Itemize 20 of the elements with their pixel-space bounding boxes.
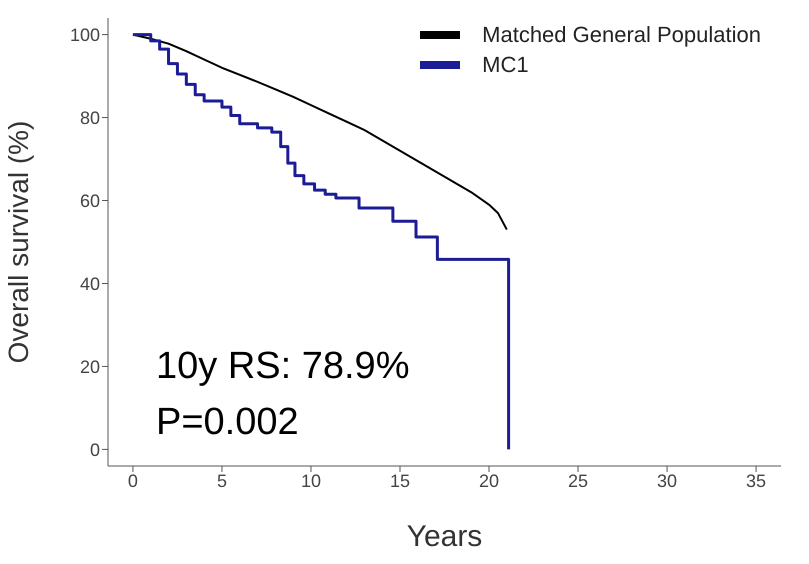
x-axis-title: Years [406,520,482,553]
y-tick-label: 100 [70,24,100,45]
y-axis-title: Overall survival (%) [2,120,34,364]
x-tick-label: 5 [216,470,227,491]
y-tick-label: 0 [90,440,100,460]
annotation: 10y RS: 78.9% [156,344,410,389]
y-tick-label: 20 [80,356,100,377]
x-tick-label: 0 [128,470,138,491]
y-tick-label: 40 [80,274,100,294]
x-tick-label: 30 [657,470,678,491]
annotation: P=0.002 [156,400,300,445]
x-tick-label: 15 [390,470,410,491]
x-tick-label: 10 [300,470,321,491]
x-tick-label: 35 [746,470,766,491]
y-tick-label: 60 [80,190,100,211]
x-tick-label: 20 [478,470,500,491]
legend-label: Matched General Population [482,22,761,48]
x-tick-label: 25 [568,470,588,491]
y-tick-label: 80 [80,108,100,128]
legend-label: MC1 [482,52,529,78]
